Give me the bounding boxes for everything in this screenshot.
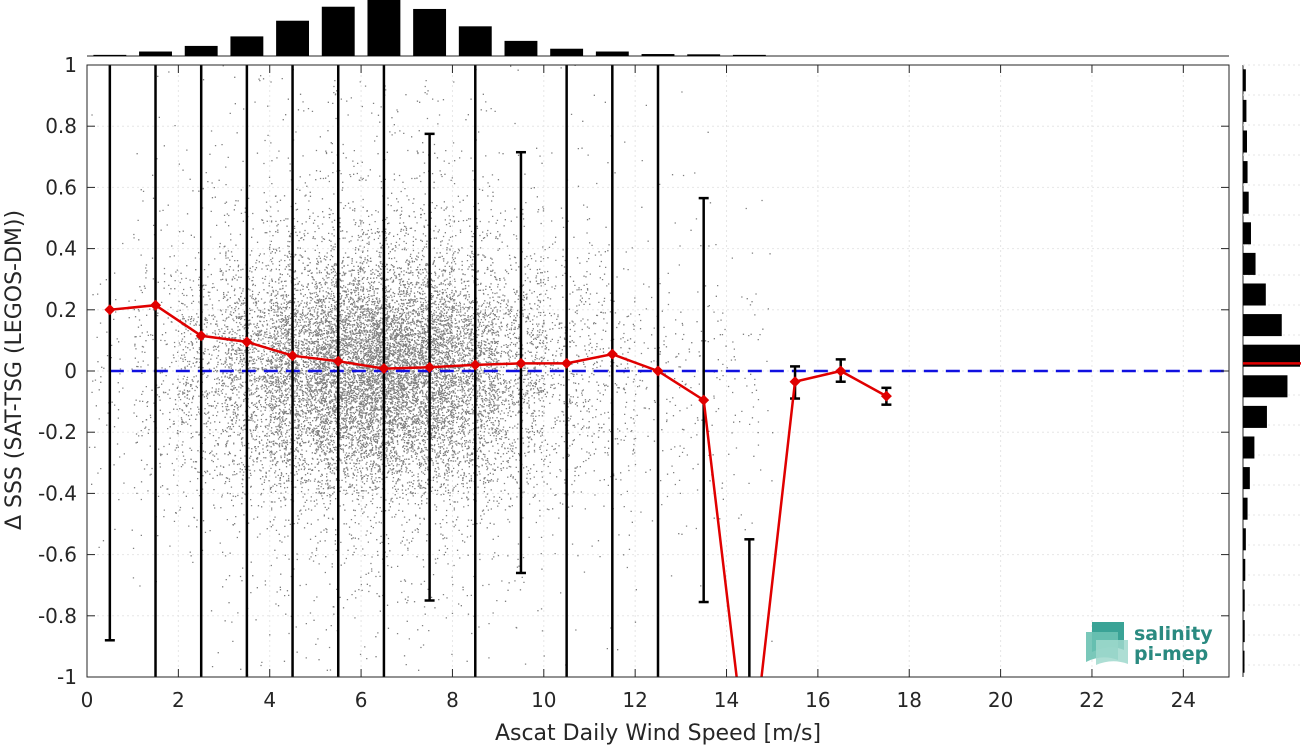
logo-line2: pi-mep	[1134, 643, 1208, 665]
wave-icon	[1086, 622, 1128, 665]
x-tick-label: 18	[897, 688, 922, 712]
top-histogram-bar	[321, 6, 355, 56]
y-tick-label: 0	[64, 359, 77, 383]
right-histogram-bar	[1243, 650, 1245, 673]
mean-point	[332, 355, 344, 367]
top-histogram-bar	[276, 20, 310, 56]
mean-point	[104, 304, 116, 316]
x-tick-label: 20	[988, 688, 1013, 712]
y-tick-label: 0.2	[45, 298, 77, 322]
mean-point	[424, 361, 436, 373]
y-tick-label: 0.4	[45, 237, 77, 261]
mean-point	[287, 350, 299, 362]
top-histogram-bar	[641, 54, 675, 56]
mean-series	[104, 299, 892, 677]
y-tick-label: -0.4	[38, 481, 77, 505]
mean-point	[652, 365, 664, 377]
right-histogram-bar	[1243, 436, 1255, 459]
y-tick-label: -0.8	[38, 604, 77, 628]
right-histogram-bar	[1243, 620, 1245, 643]
y-tick-label: 0.6	[45, 175, 77, 199]
mean-point	[698, 394, 710, 406]
right-histogram-bar	[1243, 405, 1267, 428]
top-histogram-bar	[687, 54, 721, 56]
scatter-point-cloud	[88, 64, 774, 676]
right-histogram-bar	[1243, 99, 1247, 122]
right-histogram-bar	[1243, 314, 1282, 337]
scatter-points	[88, 64, 774, 676]
salinity-pi-mep-logo: salinity pi-mep	[1086, 622, 1213, 665]
x-tick-label: 2	[172, 688, 185, 712]
y-tick-label: -0.6	[38, 543, 77, 567]
y-tick-label: 0.8	[45, 114, 77, 138]
mean-point	[469, 359, 481, 371]
right-histogram-bar	[1243, 161, 1248, 184]
mean-point	[241, 336, 253, 348]
x-tick-label: 8	[446, 688, 459, 712]
y-tick-label: -1	[57, 665, 77, 689]
mean-point	[378, 363, 390, 375]
error-bars	[104, 65, 892, 677]
top-histogram-bar	[93, 54, 127, 56]
mean-line	[109, 303, 888, 677]
x-tick-label: 10	[531, 688, 556, 712]
top-histogram-bar	[458, 26, 492, 56]
right-histogram-bar	[1243, 558, 1246, 581]
logo-line1: salinity	[1134, 623, 1213, 645]
top-histogram-bar	[184, 45, 218, 56]
right-histogram-bar	[1243, 69, 1246, 92]
right-histogram-bar	[1243, 191, 1249, 214]
top-histogram-bar	[367, 0, 401, 56]
mean-point	[880, 390, 892, 402]
y-tick-label: -0.2	[38, 420, 77, 444]
right-histogram-bar	[1243, 467, 1250, 490]
mean-point	[515, 357, 527, 369]
x-tick-label: 4	[263, 688, 276, 712]
mean-point	[561, 357, 573, 369]
mean-point	[789, 376, 801, 388]
right-histogram	[1242, 64, 1301, 677]
x-tick-label: 14	[714, 688, 739, 712]
top-histogram-bar	[139, 51, 172, 56]
top-histogram-bar	[550, 48, 584, 56]
x-tick-label: 16	[805, 688, 830, 712]
top-histogram	[87, 0, 1229, 57]
x-tick-label: 22	[1079, 688, 1104, 712]
mean-point	[195, 330, 207, 342]
tick-labels: 0 2 4 6 8 10 12 14 16 18 20 22 24-1-0.8-0.6-0.4-0.20…	[38, 53, 1196, 712]
right-histogram-bar	[1243, 497, 1248, 520]
x-axis-title: Ascat Daily Wind Speed [m/s]	[495, 721, 821, 746]
right-histogram-bar	[1243, 222, 1251, 245]
main-axes	[86, 64, 1230, 678]
right-histogram-bar	[1243, 528, 1246, 551]
right-histogram-bar	[1243, 344, 1300, 367]
y-tick-label: 1	[64, 53, 77, 77]
top-histogram-bar	[413, 8, 447, 57]
top-histogram-bar	[504, 40, 538, 56]
right-histogram-bar	[1243, 130, 1247, 153]
right-histogram-bar	[1243, 252, 1256, 275]
x-tick-label: 12	[622, 688, 647, 712]
top-histogram-bar	[595, 51, 629, 56]
right-histogram-bar	[1243, 375, 1288, 398]
mean-point	[150, 299, 162, 311]
right-histogram-bar	[1243, 283, 1266, 306]
x-tick-label: 24	[1171, 688, 1196, 712]
right-histogram-bar	[1243, 589, 1245, 612]
top-histogram-bar	[732, 54, 766, 56]
x-tick-label: 0	[81, 688, 94, 712]
y-axis-title: Δ SSS (SAT-TSG (LEGOS-DM))	[2, 210, 27, 530]
mean-point	[606, 348, 618, 360]
mean-point	[835, 365, 847, 377]
x-tick-label: 6	[355, 688, 368, 712]
top-histogram-bar	[230, 36, 264, 56]
